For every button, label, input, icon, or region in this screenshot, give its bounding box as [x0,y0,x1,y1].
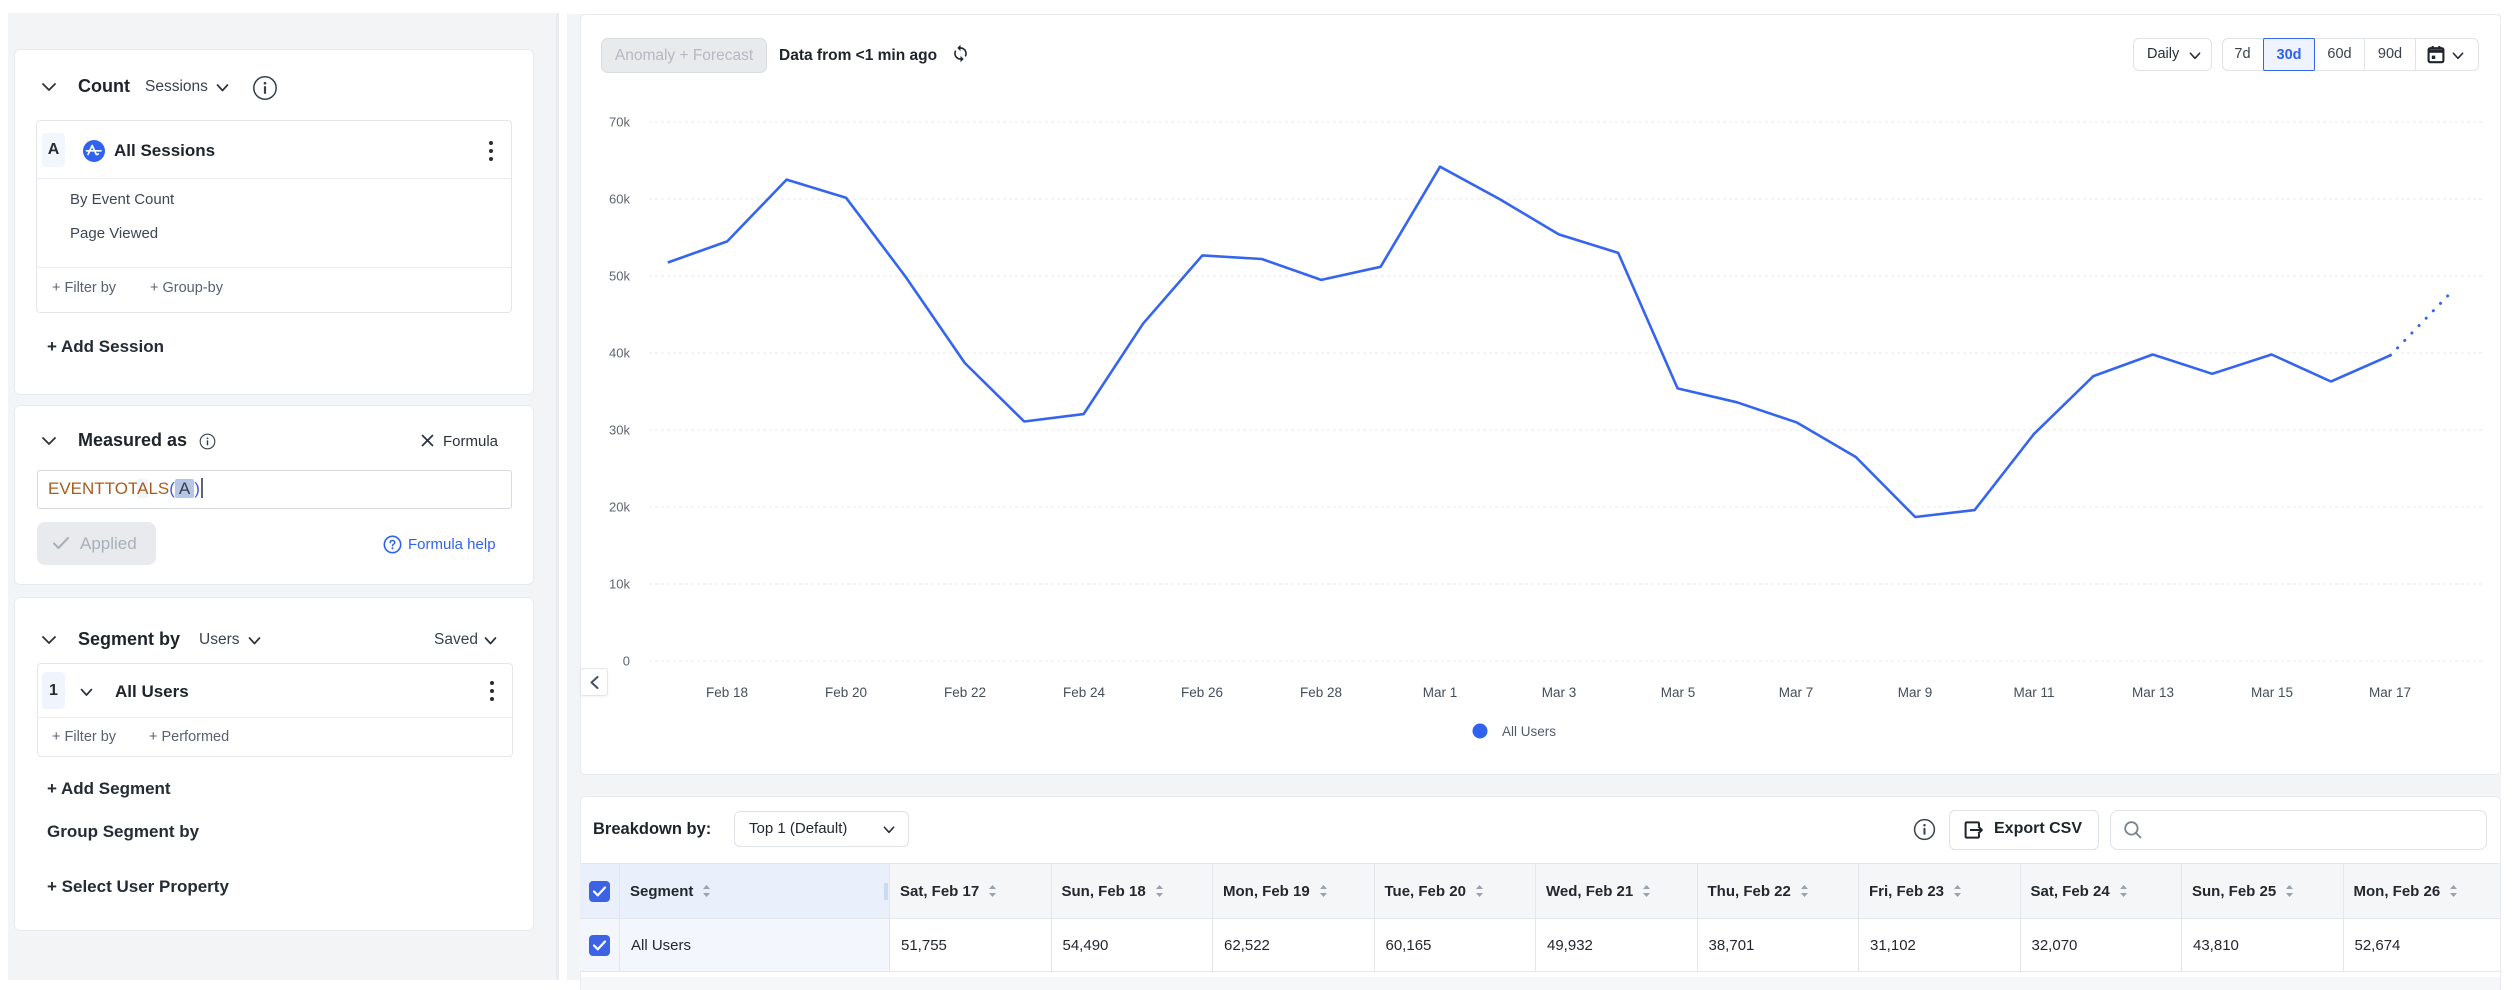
svg-text:All Users: All Users [1502,724,1556,739]
svg-text:0: 0 [623,654,630,669]
svg-text:10k: 10k [609,577,630,592]
svg-text:Feb 26: Feb 26 [1181,685,1223,700]
svg-text:Feb 28: Feb 28 [1300,685,1342,700]
svg-text:Mar 7: Mar 7 [1779,685,1814,700]
svg-text:50k: 50k [609,269,630,284]
svg-text:60k: 60k [609,192,630,207]
svg-text:Mar 11: Mar 11 [2013,685,2054,700]
svg-text:Mar 15: Mar 15 [2251,685,2293,700]
svg-text:20k: 20k [609,500,630,515]
svg-text:Mar 13: Mar 13 [2132,685,2174,700]
svg-text:Feb 20: Feb 20 [825,685,867,700]
svg-text:70k: 70k [609,115,630,130]
svg-text:40k: 40k [609,346,630,361]
svg-text:Feb 24: Feb 24 [1063,685,1106,700]
svg-text:Mar 1: Mar 1 [1423,685,1458,700]
svg-text:30k: 30k [609,423,630,438]
svg-text:Mar 17: Mar 17 [2369,685,2411,700]
svg-text:Mar 5: Mar 5 [1661,685,1696,700]
svg-text:Mar 9: Mar 9 [1898,685,1933,700]
svg-text:Feb 18: Feb 18 [706,685,748,700]
svg-text:Mar 3: Mar 3 [1542,685,1577,700]
svg-text:Feb 22: Feb 22 [944,685,986,700]
